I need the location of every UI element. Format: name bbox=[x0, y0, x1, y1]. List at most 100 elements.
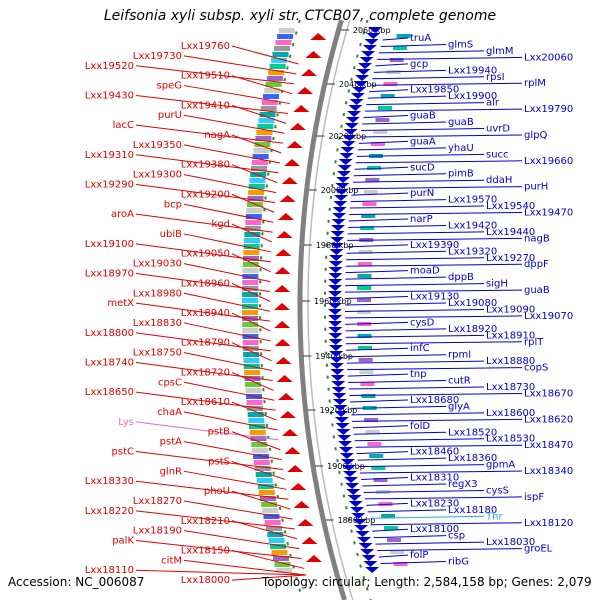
left-leader-line bbox=[135, 65, 295, 85]
right-leader-line bbox=[347, 367, 523, 371]
right-leader-line bbox=[345, 321, 409, 325]
right-leader-line bbox=[345, 283, 485, 287]
forward-gene-arrow bbox=[348, 105, 363, 111]
right-leader-line bbox=[372, 76, 485, 80]
right-leader-line bbox=[361, 127, 485, 131]
cog-category-block bbox=[266, 76, 283, 81]
left-leader-line bbox=[183, 559, 307, 576]
right-leader-line bbox=[380, 43, 447, 47]
left-leader-line bbox=[135, 362, 273, 382]
right-gene-label: Lxx18530 bbox=[486, 434, 535, 445]
left-leader-line bbox=[135, 510, 295, 530]
cog-category-block-inner bbox=[357, 274, 372, 278]
forward-gene-arrow bbox=[366, 33, 381, 39]
left-leader-line bbox=[231, 134, 282, 154]
left-gene-label: Lxx18720 bbox=[181, 367, 230, 378]
cog-category-block-inner bbox=[377, 106, 392, 110]
cog-category-block bbox=[274, 46, 291, 51]
left-leader-line bbox=[231, 193, 275, 213]
left-leader-line bbox=[231, 460, 286, 480]
cog-category-block bbox=[260, 106, 277, 111]
cog-category-block bbox=[242, 304, 259, 309]
right-gene-label: Lxx18360 bbox=[448, 453, 497, 464]
cog-category-block bbox=[275, 40, 292, 45]
right-gene-label: rpsI bbox=[486, 72, 505, 83]
left-leader-line bbox=[231, 282, 271, 302]
right-gene-label: Lxx18310 bbox=[410, 473, 459, 484]
right-gene-label: Lxx19420 bbox=[448, 220, 497, 231]
reverse-gene-arrow bbox=[277, 213, 294, 220]
scale-tick-label: 1960 kbp bbox=[314, 297, 352, 306]
left-leader-line bbox=[231, 371, 274, 391]
right-leader-line bbox=[348, 386, 485, 390]
forward-gene-arrow bbox=[328, 279, 343, 285]
cog-category-block-inner bbox=[357, 262, 372, 266]
right-gene-label: Lxx18880 bbox=[486, 356, 535, 367]
left-leader-line bbox=[183, 114, 285, 134]
right-leader-line bbox=[361, 477, 409, 481]
cog-category-block bbox=[252, 454, 269, 459]
right-gene-label: ispF bbox=[524, 492, 544, 503]
left-leader-line bbox=[231, 75, 293, 95]
right-gene-label: Lxx19090 bbox=[486, 304, 535, 315]
forward-gene-arrow bbox=[360, 549, 375, 555]
right-gene-label: Lxx18230 bbox=[410, 498, 459, 509]
right-gene-label: Lxx18680 bbox=[410, 395, 459, 406]
cog-category-block-inner bbox=[393, 562, 408, 566]
cog-category-block bbox=[243, 352, 260, 357]
forward-gene-arrow bbox=[363, 561, 378, 567]
right-gene-label: glyA bbox=[448, 401, 470, 412]
right-leader-line bbox=[348, 380, 447, 384]
left-gene-label: bcp bbox=[164, 199, 182, 210]
right-gene-label: csp bbox=[448, 531, 465, 542]
forward-gene-arrow bbox=[328, 315, 343, 321]
right-gene-label: Lxx19080 bbox=[448, 298, 497, 309]
forward-gene-arrow bbox=[340, 147, 355, 153]
right-gene-label: Thr bbox=[485, 511, 503, 522]
left-gene-label: metX bbox=[107, 298, 134, 309]
reverse-gene-arrow bbox=[279, 195, 296, 202]
forward-gene-arrow bbox=[328, 339, 343, 345]
cog-category-block-inner bbox=[358, 250, 373, 254]
left-gene-label: Lxx18210 bbox=[181, 516, 230, 527]
cog-category-block bbox=[254, 466, 271, 471]
left-leader-line bbox=[231, 574, 307, 581]
left-leader-line bbox=[183, 322, 271, 342]
forward-gene-arrow bbox=[334, 417, 349, 423]
right-gene-label: regX3 bbox=[448, 479, 478, 490]
right-leader-line bbox=[349, 392, 523, 396]
forward-gene-arrow bbox=[330, 369, 345, 375]
cog-category-block bbox=[261, 502, 278, 507]
forward-gene-arrow bbox=[347, 111, 362, 117]
forward-gene-arrow bbox=[338, 159, 353, 165]
cog-category-block bbox=[263, 514, 280, 519]
right-leader-line bbox=[370, 522, 523, 526]
left-leader-line bbox=[183, 263, 271, 283]
cog-category-block bbox=[259, 496, 276, 501]
right-leader-line bbox=[350, 199, 447, 203]
forward-gene-arrow bbox=[331, 225, 346, 231]
right-gene-label: Lxx19850 bbox=[410, 85, 459, 96]
cog-category-block bbox=[251, 160, 268, 165]
left-leader-line bbox=[231, 104, 287, 124]
cog-category-block-inner bbox=[361, 214, 376, 218]
cog-category-block bbox=[242, 292, 259, 297]
forward-gene-arrow bbox=[337, 165, 352, 171]
right-leader-line bbox=[366, 102, 485, 106]
left-gene-label: aroA bbox=[111, 209, 134, 220]
forward-gene-arrow bbox=[341, 141, 356, 147]
cog-category-block bbox=[248, 190, 265, 195]
cog-category-block-inner bbox=[357, 334, 372, 338]
right-leader-line bbox=[344, 302, 447, 306]
cog-category-block-inner bbox=[358, 358, 373, 362]
right-leader-line bbox=[352, 186, 523, 190]
right-gene-label: cysD bbox=[410, 317, 435, 328]
left-gene-label: Lxx19100 bbox=[85, 239, 134, 250]
forward-gene-arrow bbox=[329, 243, 344, 249]
cog-category-block bbox=[247, 196, 264, 201]
left-leader-line bbox=[231, 401, 277, 421]
right-gene-label: yhaU bbox=[448, 143, 474, 154]
left-gene-label: Lxx19410 bbox=[181, 100, 230, 111]
scale-tick-label: 2060 kbp bbox=[353, 26, 391, 35]
left-leader-line bbox=[183, 144, 280, 164]
